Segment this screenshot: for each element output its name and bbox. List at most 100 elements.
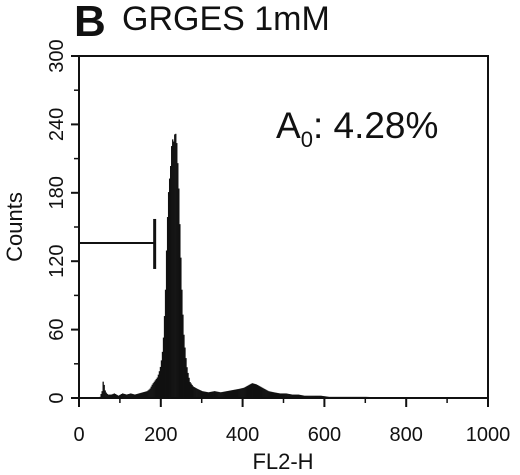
histogram-bar bbox=[321, 395, 323, 398]
histogram-bar bbox=[291, 394, 294, 398]
histogram-bar bbox=[270, 391, 272, 398]
histogram-bar bbox=[324, 396, 326, 398]
histogram-bar bbox=[438, 397, 441, 398]
histogram-bar bbox=[364, 396, 366, 398]
histogram-bar bbox=[102, 381, 104, 398]
histogram-bar bbox=[338, 396, 341, 398]
histogram-bar bbox=[222, 391, 224, 398]
histogram-bar bbox=[131, 393, 133, 398]
histogram-bar bbox=[435, 397, 438, 398]
histogram-bar bbox=[365, 396, 367, 398]
histogram-bar bbox=[391, 397, 394, 398]
histogram-bar bbox=[327, 396, 329, 398]
histogram-bar bbox=[252, 383, 255, 398]
histogram-bar bbox=[380, 397, 382, 398]
histogram-bar bbox=[425, 397, 427, 398]
histogram-bar bbox=[294, 394, 297, 398]
histogram-bar bbox=[204, 391, 207, 398]
histogram-bar bbox=[340, 396, 343, 398]
histogram-bar bbox=[236, 389, 238, 398]
annotation-text: A0: 4.28% bbox=[276, 105, 438, 152]
histogram-bar bbox=[168, 178, 171, 398]
histogram-bar bbox=[203, 391, 206, 398]
histogram-bar bbox=[305, 395, 308, 398]
histogram-bar bbox=[264, 388, 266, 398]
histogram-bar bbox=[137, 393, 139, 398]
histogram-bar bbox=[287, 393, 289, 398]
histogram-bar bbox=[265, 389, 267, 398]
histogram-bar bbox=[269, 391, 271, 398]
histogram-bar bbox=[418, 397, 420, 398]
histogram-bar bbox=[423, 397, 425, 398]
histogram-bar bbox=[170, 166, 172, 398]
histogram-bar bbox=[357, 396, 359, 398]
histogram-bar bbox=[437, 397, 440, 398]
histogram-bar bbox=[385, 397, 388, 398]
histogram-bar bbox=[285, 393, 287, 398]
histogram-bar bbox=[259, 386, 262, 398]
histogram-bar bbox=[343, 396, 346, 398]
histogram-bar bbox=[199, 390, 201, 398]
histogram-bar bbox=[298, 394, 301, 398]
histogram-bar bbox=[140, 392, 142, 398]
histogram-bar bbox=[320, 395, 322, 398]
histogram-bar bbox=[175, 133, 177, 398]
histogram-bars bbox=[99, 133, 450, 399]
histogram-bar bbox=[111, 394, 114, 398]
histogram-bar bbox=[406, 397, 408, 398]
histogram-bar bbox=[171, 146, 173, 398]
histogram-bar bbox=[413, 397, 415, 398]
histogram-bar bbox=[296, 394, 299, 398]
histogram-bar bbox=[412, 397, 414, 398]
histogram-bar bbox=[414, 397, 416, 398]
histogram-bar bbox=[355, 396, 357, 398]
histogram-bar bbox=[416, 397, 418, 398]
histogram-bar bbox=[373, 397, 375, 398]
histogram-bar bbox=[314, 395, 316, 398]
histogram-bar bbox=[191, 384, 193, 398]
annotation-main: A bbox=[276, 105, 301, 146]
x-axis-label: FL2-H bbox=[252, 449, 313, 474]
histogram-bar bbox=[228, 390, 230, 398]
histogram-bar bbox=[407, 397, 409, 398]
histogram-bar bbox=[182, 314, 184, 398]
histogram-bar bbox=[205, 391, 208, 398]
histogram-bar bbox=[290, 394, 292, 398]
histogram-bar bbox=[369, 397, 371, 398]
histogram-bar bbox=[346, 396, 349, 398]
histogram-bar bbox=[348, 396, 351, 398]
histogram-bar bbox=[322, 396, 324, 398]
histogram-bar bbox=[141, 392, 143, 398]
histogram-bar bbox=[345, 396, 348, 398]
histogram-bar bbox=[283, 393, 285, 398]
histogram-bar bbox=[303, 395, 306, 398]
histogram-bar bbox=[113, 393, 116, 398]
histogram-bar bbox=[142, 392, 144, 398]
histogram-bar bbox=[167, 192, 170, 398]
histogram-bar bbox=[434, 397, 437, 398]
histogram-bar bbox=[105, 392, 107, 398]
histogram-bar bbox=[207, 392, 210, 398]
histogram-bar bbox=[381, 397, 383, 398]
histogram-bar bbox=[136, 394, 138, 398]
histogram-bar bbox=[158, 371, 161, 398]
histogram-bar bbox=[280, 393, 282, 398]
histogram-bar bbox=[333, 396, 335, 398]
histogram-bar bbox=[233, 389, 235, 398]
y-tick-label: 240 bbox=[46, 108, 68, 141]
histogram-bar bbox=[116, 395, 119, 398]
histogram-bar bbox=[190, 383, 192, 398]
histogram-bar bbox=[145, 391, 147, 398]
histogram-bar bbox=[235, 389, 237, 398]
histogram-bar bbox=[431, 397, 434, 398]
histogram-bar bbox=[126, 394, 128, 398]
histogram-bar bbox=[430, 397, 433, 398]
histogram-bar bbox=[409, 397, 411, 398]
histogram-bar bbox=[128, 394, 130, 398]
histogram-bar bbox=[112, 393, 115, 398]
histogram-bar bbox=[148, 389, 150, 398]
histogram-bar bbox=[153, 381, 155, 398]
histogram-bar bbox=[219, 392, 221, 398]
x-tick-label: 0 bbox=[73, 424, 84, 446]
histogram-bar bbox=[150, 386, 152, 398]
